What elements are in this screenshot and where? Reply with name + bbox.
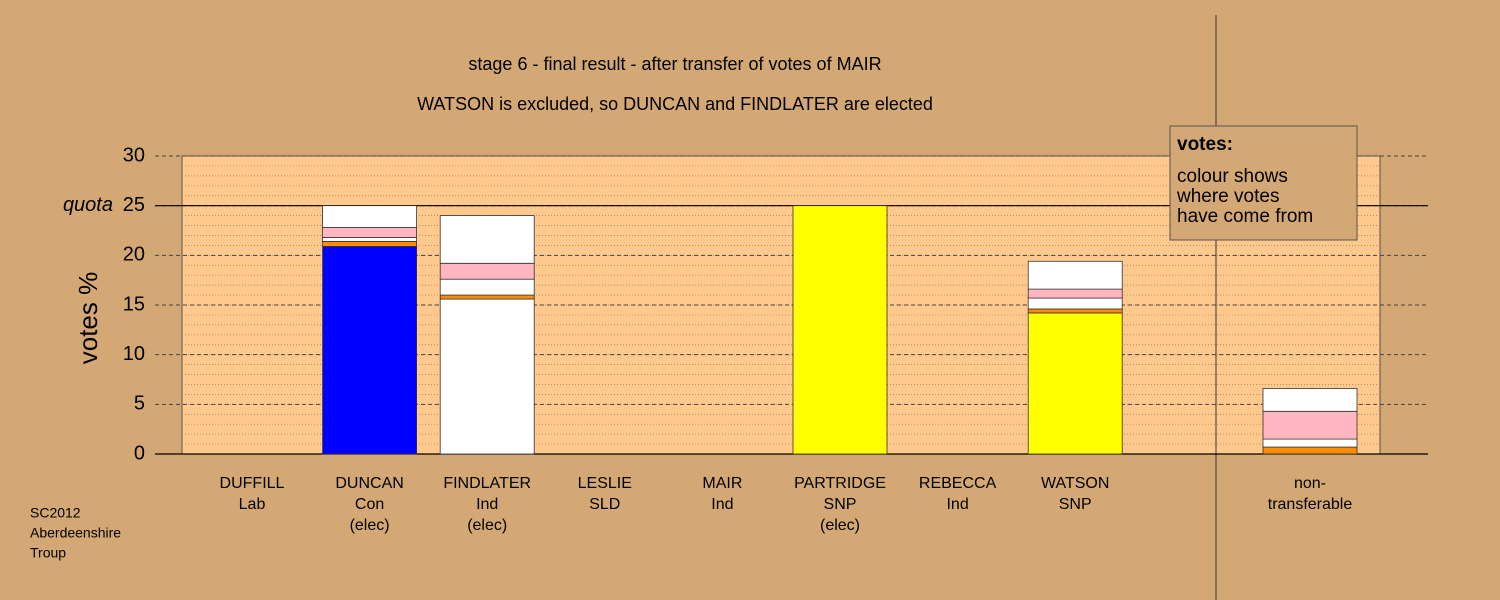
bar-segment (439, 298, 535, 455)
bar-segment (1262, 438, 1358, 448)
bar-segment (1027, 308, 1123, 314)
x-tick-label: SNP (1059, 496, 1092, 513)
y-tick-label: 15 (123, 293, 145, 315)
y-tick-label: 10 (123, 343, 145, 365)
footer-text: SC2012 (30, 505, 81, 521)
note-box (1169, 125, 1358, 241)
bar-segment (322, 205, 418, 228)
y-tick-label: 25 (123, 194, 145, 216)
bar-segment (792, 205, 888, 455)
x-tick-label: DUFFILL (220, 475, 285, 492)
note-line: where votes (1176, 186, 1279, 207)
x-tick-label: (elec) (820, 517, 860, 534)
bar-segment (1262, 446, 1358, 455)
x-tick-label: Con (355, 496, 384, 513)
bar-segment (439, 278, 535, 296)
bar-segment (322, 245, 418, 455)
x-tick-label: REBECCA (919, 475, 997, 492)
y-tick-label: 5 (134, 393, 145, 415)
x-tick-label: Ind (476, 496, 498, 513)
bar-segment (439, 215, 535, 264)
note-line: have come from (1177, 206, 1313, 227)
bar-segment (1262, 410, 1358, 440)
bar-segment (439, 294, 535, 300)
x-tick-label: (elec) (350, 517, 390, 534)
y-axis-label: votes % (73, 272, 103, 365)
x-tick-label: SNP (824, 496, 857, 513)
bar-segment (1027, 288, 1123, 299)
x-tick-label: non- (1294, 475, 1326, 492)
bar-segment (439, 262, 535, 280)
note-line: colour shows (1177, 166, 1288, 187)
x-tick-label: LESLIE (578, 475, 632, 492)
chart-subtitle: WATSON is excluded, so DUNCAN and FINDLA… (417, 94, 933, 114)
x-tick-label: Ind (711, 496, 733, 513)
bar-segment (1027, 312, 1123, 455)
x-tick-label: (elec) (467, 517, 507, 534)
y-tick-label: 0 (134, 442, 145, 464)
x-tick-label: PARTRIDGE (794, 475, 886, 492)
bar-segment (322, 241, 418, 247)
x-tick-label: SLD (589, 496, 620, 513)
bar-segment (322, 237, 418, 242)
note-title: votes: (1177, 134, 1233, 155)
bar-segment (1262, 388, 1358, 412)
bar-segment (322, 227, 418, 238)
footer-text: Aberdeenshire (30, 525, 121, 541)
bar-segment (1027, 260, 1123, 290)
x-tick-label: DUNCAN (335, 475, 403, 492)
x-tick-label: FINDLATER (443, 475, 531, 492)
x-tick-label: Lab (239, 496, 266, 513)
chart-title: stage 6 - final result - after transfer … (468, 54, 881, 74)
bar-segment (1027, 297, 1123, 310)
y-tick-label: 20 (123, 244, 145, 266)
x-tick-label: MAIR (702, 475, 742, 492)
footer-text: Troup (30, 545, 66, 561)
x-tick-label: WATSON (1041, 475, 1109, 492)
quota-label: quota (63, 194, 113, 216)
x-tick-label: transferable (1268, 496, 1353, 513)
x-tick-label: Ind (946, 496, 968, 513)
y-tick-label: 30 (123, 144, 145, 166)
